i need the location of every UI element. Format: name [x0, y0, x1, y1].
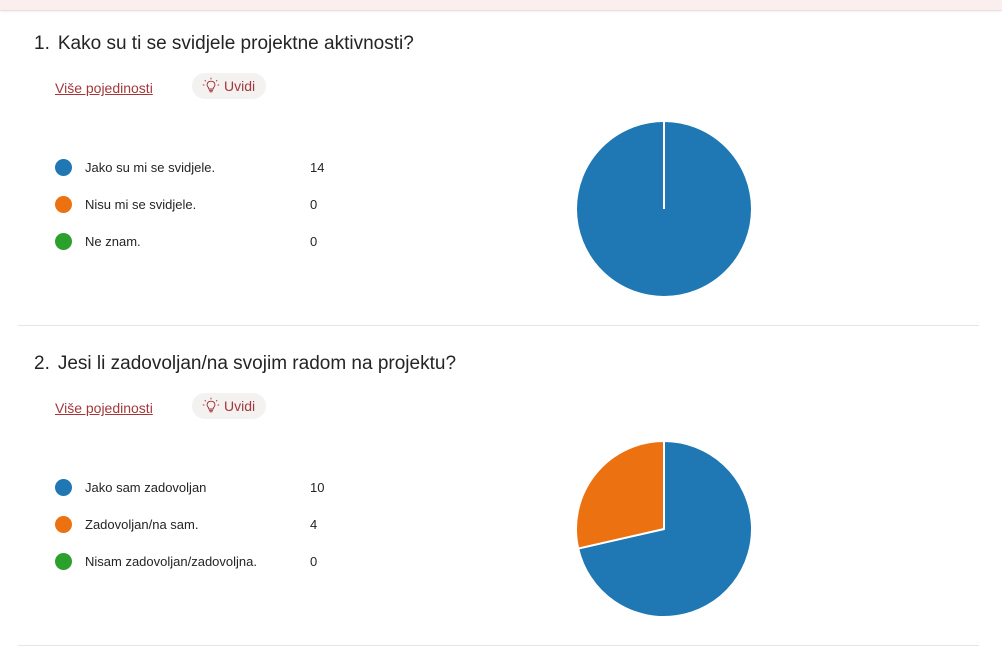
legend-item: Nisu mi se svidjele. 0	[55, 194, 355, 214]
question-card: 2. Jesi li zadovoljan/na svojim radom na …	[0, 353, 1002, 671]
legend-item: Nisam zadovoljan/zadovoljna. 0	[55, 551, 355, 571]
insights-label: Uvidi	[224, 78, 256, 94]
legend-count: 0	[310, 553, 318, 569]
question-card: 1. Kako su ti se svidjele projektne aktiv…	[0, 33, 1002, 351]
legend-item: Jako sam zadovoljan 10	[55, 477, 355, 497]
legend-label: Jako sam zadovoljan	[85, 479, 207, 495]
legend-label: Jako su mi se svidjele.	[85, 159, 216, 175]
question-number: 2.	[34, 353, 50, 374]
legend-swatch	[55, 478, 72, 496]
question-title: 1. Kako su ti se svidjele projektne aktiv…	[34, 33, 414, 55]
insights-button[interactable]: Uvidi	[192, 393, 267, 419]
question-text: Jesi li zadovoljan/na svojim radom na pr…	[57, 353, 457, 374]
lightbulb-icon	[202, 397, 220, 415]
legend-count: 14	[310, 159, 325, 175]
legend-swatch	[55, 232, 72, 250]
pie-chart	[575, 120, 753, 298]
legend-swatch	[55, 515, 72, 533]
legend-count: 0	[310, 233, 318, 249]
insights-label: Uvidi	[224, 398, 256, 414]
pie-chart	[575, 440, 753, 618]
legend-count: 10	[310, 479, 325, 495]
divider	[18, 325, 979, 326]
lightbulb-icon	[202, 77, 220, 95]
legend-count: 0	[310, 196, 318, 212]
top-header-bar	[0, 0, 1002, 11]
more-details-link[interactable]: Više pojedinosti	[55, 400, 153, 416]
insights-button[interactable]: Uvidi	[192, 73, 267, 99]
legend-item: Jako su mi se svidjele. 14	[55, 157, 355, 177]
legend-swatch	[55, 195, 72, 213]
divider	[18, 645, 979, 646]
pie-slice[interactable]	[575, 440, 665, 550]
legend-label: Nisu mi se svidjele.	[85, 196, 197, 212]
legend-swatch	[55, 552, 72, 570]
question-text: Kako su ti se svidjele projektne aktivno…	[57, 33, 414, 54]
more-details-link[interactable]: Više pojedinosti	[55, 80, 153, 96]
legend-swatch	[55, 158, 72, 176]
legend-label: Nisam zadovoljan/zadovoljna.	[85, 553, 257, 569]
pie-slice[interactable]	[577, 440, 753, 618]
legend-item: Ne znam. 0	[55, 231, 355, 251]
legend-label: Ne znam.	[85, 233, 141, 249]
question-number: 1.	[34, 33, 50, 54]
legend-item: Zadovoljan/na sam. 4	[55, 514, 355, 534]
question-title: 2. Jesi li zadovoljan/na svojim radom na …	[34, 353, 456, 375]
legend-label: Zadovoljan/na sam.	[85, 516, 199, 532]
legend-count: 4	[310, 516, 318, 532]
